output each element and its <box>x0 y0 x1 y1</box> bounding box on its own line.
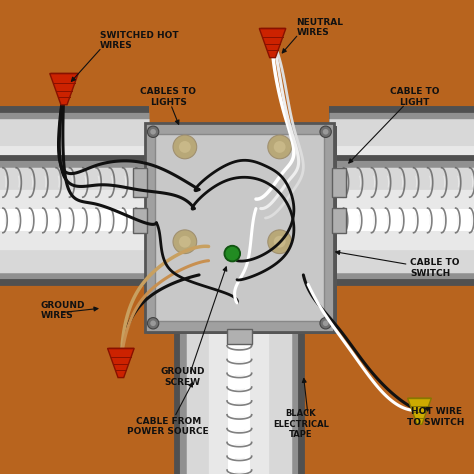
Text: GROUND
WIRES: GROUND WIRES <box>40 301 85 320</box>
Circle shape <box>273 236 285 248</box>
Bar <box>133 168 147 197</box>
Polygon shape <box>408 398 431 424</box>
Text: SWITCHED HOT
WIRES: SWITCHED HOT WIRES <box>100 31 178 50</box>
Bar <box>145 123 334 332</box>
Circle shape <box>268 230 292 254</box>
Text: GROUND
SCREW: GROUND SCREW <box>160 367 205 386</box>
Polygon shape <box>108 348 134 378</box>
Circle shape <box>150 129 156 135</box>
Bar <box>227 329 252 344</box>
Text: CABLES TO
LIGHTS: CABLES TO LIGHTS <box>140 88 196 107</box>
Circle shape <box>179 236 191 248</box>
Circle shape <box>268 135 292 159</box>
Bar <box>133 208 147 233</box>
Polygon shape <box>50 73 78 105</box>
Circle shape <box>320 126 331 137</box>
Circle shape <box>147 318 159 329</box>
Circle shape <box>320 318 331 329</box>
Text: CABLE TO
LIGHT: CABLE TO LIGHT <box>390 88 439 107</box>
Bar <box>332 208 346 233</box>
Circle shape <box>173 230 197 254</box>
Bar <box>332 168 346 197</box>
Text: HOT WIRE
TO SWITCH: HOT WIRE TO SWITCH <box>407 408 465 427</box>
Bar <box>147 126 337 334</box>
Circle shape <box>150 320 156 326</box>
Circle shape <box>226 247 238 260</box>
Bar <box>155 134 324 321</box>
Polygon shape <box>259 28 286 58</box>
Text: BLACK
ELECTRICAL
TAPE: BLACK ELECTRICAL TAPE <box>273 410 329 439</box>
Circle shape <box>224 246 240 262</box>
Circle shape <box>179 141 191 153</box>
Text: NEUTRAL
WIRES: NEUTRAL WIRES <box>296 18 343 37</box>
Circle shape <box>173 135 197 159</box>
Circle shape <box>273 141 285 153</box>
Circle shape <box>323 320 328 326</box>
Circle shape <box>323 129 328 135</box>
Text: CABLE TO
SWITCH: CABLE TO SWITCH <box>410 258 459 277</box>
Circle shape <box>147 126 159 137</box>
Text: CABLE FROM
POWER SOURCE: CABLE FROM POWER SOURCE <box>128 417 209 436</box>
